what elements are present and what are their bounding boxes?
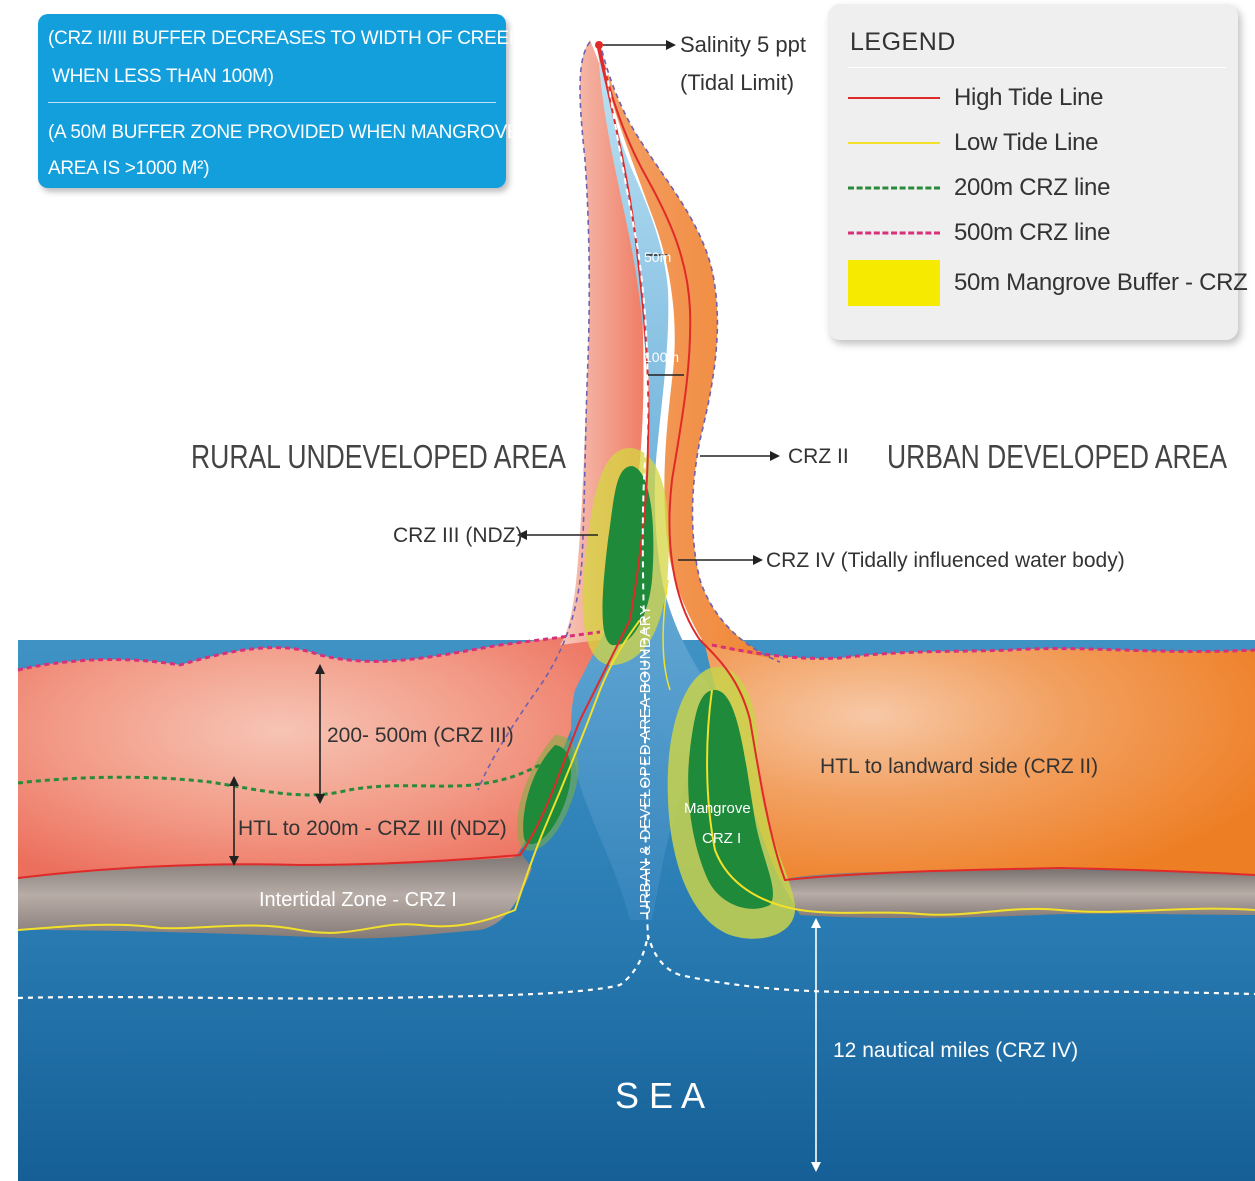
low-tide-line-right (706, 689, 1255, 916)
legend-label-crz-500: 500m CRZ line (954, 219, 1111, 246)
legend-item-crz-500: 500m CRZ line (848, 213, 1233, 253)
legend-item-high-tide: High Tide Line (848, 78, 1233, 118)
legend-label-low-tide: Low Tide Line (954, 129, 1099, 156)
nautical-label: 12 nautical miles (CRZ IV) (833, 1039, 1078, 1062)
mangrove-label: Mangrove (684, 800, 751, 817)
rural-area-label: RURAL UNDEVELOPED AREA (191, 438, 566, 475)
legend-label-mangrove-buffer: 50m Mangrove Buffer - CRZ I (954, 269, 1255, 296)
crz-ii-label: CRZ II (788, 445, 849, 468)
mangrove-lower (688, 690, 773, 909)
legend: LEGEND High Tide Line Low Tide Line 200m… (828, 4, 1255, 340)
htl-landward-label: HTL to landward side (CRZ II) (820, 755, 1098, 778)
mangrove-left (523, 745, 572, 845)
zone-200-500-arrowhead-bottom (315, 794, 325, 804)
width-100-label: 100m (644, 349, 679, 365)
crz-200-line (17, 763, 541, 797)
salinity-arrowhead (666, 40, 676, 50)
creek-water (571, 44, 712, 920)
legend-label-high-tide: High Tide Line (954, 84, 1104, 111)
high-tide-line-left (17, 619, 631, 879)
mangrove-crz-label: CRZ I (702, 830, 741, 847)
boundary-label: URBAN & DEVELOPED AREA BOUNDARY (637, 605, 654, 915)
salinity-label: Salinity 5 ppt (680, 32, 806, 57)
zone-200-500-label: 200- 500m (CRZ III) (327, 724, 514, 747)
crz-200-swatch (848, 186, 940, 190)
intertidal-zone-right (780, 869, 1255, 919)
note-line-1: (CRZ II/III BUFFER DECREASES TO WIDTH OF… (48, 28, 522, 49)
boundary-dashed-line (602, 47, 649, 941)
rural-land (18, 632, 600, 878)
htl-200-arrowhead-top (229, 776, 239, 786)
urban-land (705, 645, 1255, 880)
width-50-label: 50m (644, 249, 671, 265)
crz-500-line-right (711, 643, 1255, 660)
crz-iv-water-label: CRZ IV (Tidally influenced water body) (766, 549, 1125, 572)
mangrove-upper (602, 466, 654, 646)
note-box: (CRZ II/III BUFFER DECREASES TO WIDTH OF… (38, 14, 522, 188)
note-line-3: (A 50M BUFFER ZONE PROVIDED WHEN MANGROV… (48, 122, 520, 143)
sea-limit-dashed-line (17, 934, 1255, 1000)
note-divider (48, 102, 496, 103)
crz-500-swatch (848, 231, 940, 235)
mangrove-buffer-swatch (848, 260, 940, 306)
htl-200-label: HTL to 200m - CRZ III (NDZ) (238, 817, 507, 840)
intertidal-zone-left (18, 852, 532, 939)
high-tide-line-creek-right (599, 47, 1255, 882)
urban-area-label: URBAN DEVELOPED AREA (887, 438, 1227, 475)
high-tide-swatch (848, 97, 940, 99)
low-tide-line-left (17, 619, 641, 934)
intertidal-label: Intertidal Zone - CRZ I (259, 889, 457, 911)
crz-ii-boundary-dashed (599, 41, 781, 663)
note-line-4: AREA IS >1000 M²) (48, 158, 210, 179)
legend-label-crz-200: 200m CRZ line (954, 174, 1111, 201)
low-tide-line-creek (662, 579, 671, 691)
crz-iii-arrowhead (517, 530, 527, 540)
legend-divider (848, 67, 1226, 68)
legend-title: LEGEND (850, 28, 956, 56)
note-line-2: WHEN LESS THAN 100M) (52, 66, 274, 87)
nautical-arrowhead-top (811, 918, 821, 928)
legend-item-crz-200: 200m CRZ line (848, 168, 1233, 208)
zone-200-500-arrowhead-top (315, 664, 325, 674)
crz-ii-arrowhead (770, 451, 780, 461)
tidal-limit-point (595, 41, 603, 49)
sea-label: S E A (615, 1075, 705, 1116)
low-tide-swatch (848, 142, 940, 144)
nautical-arrowhead-bottom (811, 1162, 821, 1172)
legend-item-low-tide: Low Tide Line (848, 123, 1233, 163)
tidal-limit-label: (Tidal Limit) (680, 70, 794, 95)
crz-iii-ndz-label: CRZ III (NDZ) (393, 524, 522, 547)
arrows (229, 40, 780, 866)
crz-iv-arrowhead (753, 555, 763, 565)
nautical-arrow-group (811, 918, 821, 1172)
htl-200-arrowhead-bottom (229, 856, 239, 866)
legend-item-mangrove-buffer: 50m Mangrove Buffer - CRZ I (848, 260, 1255, 306)
